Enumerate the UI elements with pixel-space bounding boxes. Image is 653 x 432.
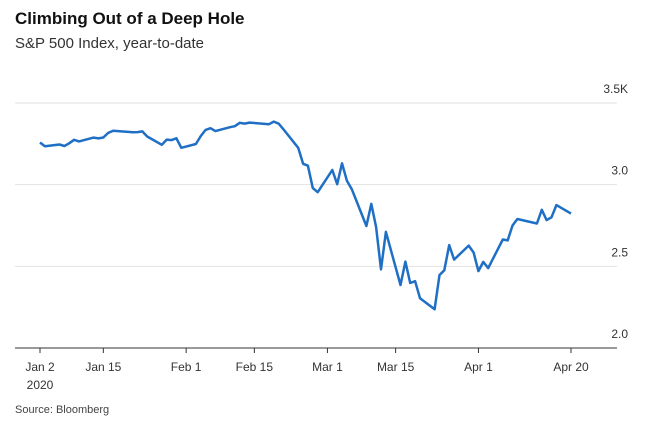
y-tick-label: 3.5K (603, 82, 628, 96)
year-label: 2020 (27, 378, 54, 392)
y-tick-label: 2.0 (611, 327, 628, 341)
chart-subtitle: S&P 500 Index, year-to-date (15, 35, 204, 52)
x-tick-label: Mar 1 (312, 360, 343, 374)
y-tick-label: 3.0 (611, 164, 628, 178)
y-tick-label: 2.5 (611, 245, 628, 259)
chart-title: Climbing Out of a Deep Hole (15, 9, 245, 28)
x-tick-label: Feb 1 (171, 360, 202, 374)
data-line (39, 120, 572, 311)
x-tick-label: Jan 15 (85, 360, 121, 374)
x-tick-label: Jan 2 (25, 360, 55, 374)
x-tick-label: Apr 20 (553, 360, 589, 374)
x-tick-label: Mar 15 (377, 360, 415, 374)
x-tick-label: Feb 15 (236, 360, 274, 374)
source-note: Source: Bloomberg (15, 404, 109, 416)
x-tick-label: Apr 1 (464, 360, 493, 374)
